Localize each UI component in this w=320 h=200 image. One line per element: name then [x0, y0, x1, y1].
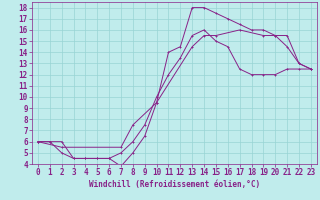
X-axis label: Windchill (Refroidissement éolien,°C): Windchill (Refroidissement éolien,°C) — [89, 180, 260, 189]
